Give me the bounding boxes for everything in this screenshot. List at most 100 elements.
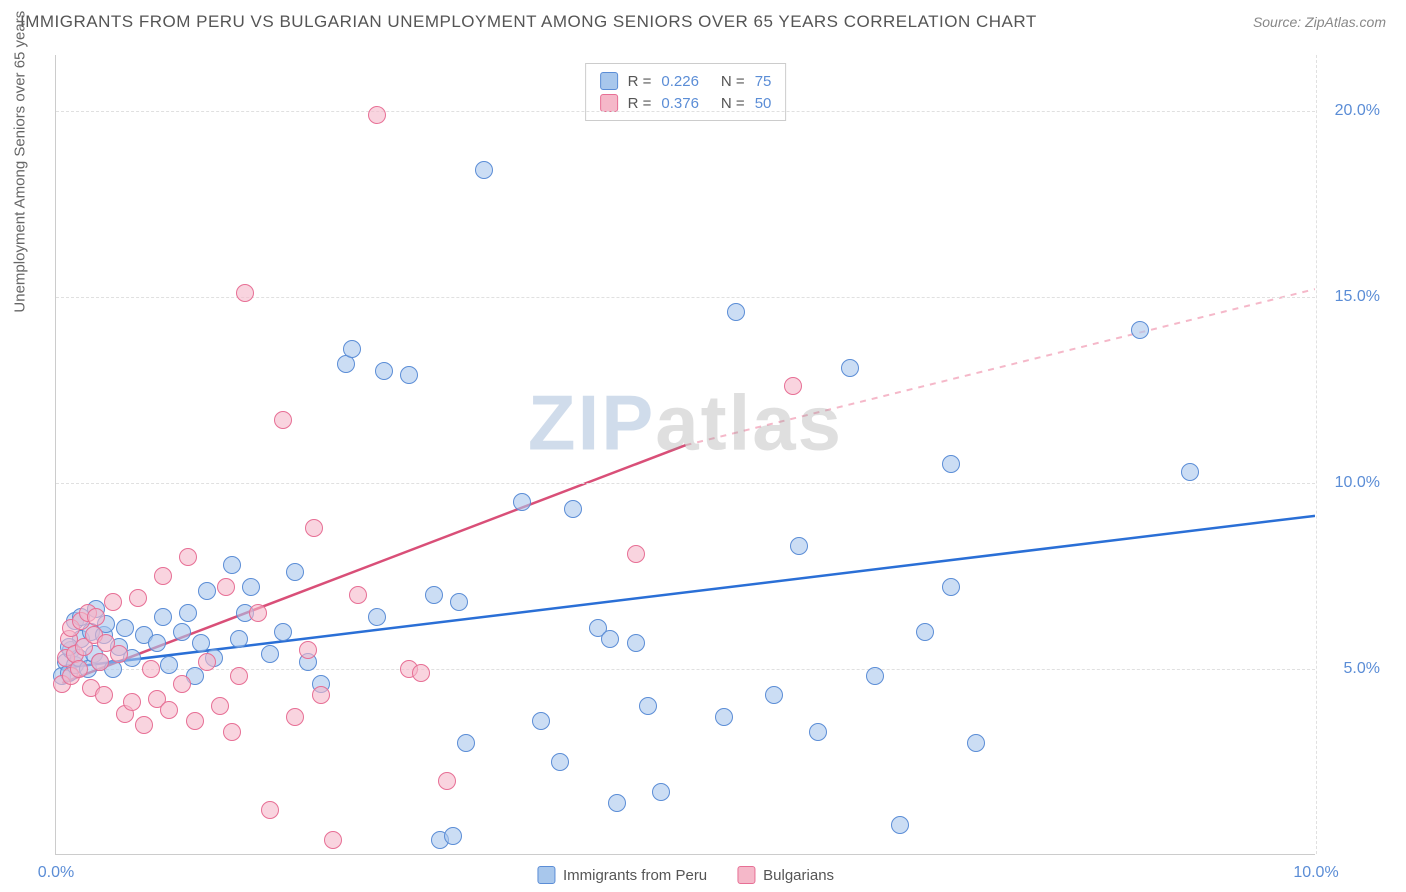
marker-bulgarians	[135, 716, 153, 734]
marker-peru	[173, 623, 191, 641]
marker-peru	[192, 634, 210, 652]
marker-peru	[475, 161, 493, 179]
legend-swatch	[600, 72, 618, 90]
legend-r-label: R =	[628, 73, 652, 90]
marker-bulgarians	[274, 411, 292, 429]
y-tick-label: 5.0%	[1344, 660, 1380, 678]
marker-peru	[286, 563, 304, 581]
marker-peru	[223, 556, 241, 574]
source-attribution: Source: ZipAtlas.com	[1253, 14, 1386, 30]
legend-series-label: Bulgarians	[763, 867, 834, 884]
marker-bulgarians	[110, 645, 128, 663]
marker-peru	[627, 634, 645, 652]
chart-title: IMMIGRANTS FROM PERU VS BULGARIAN UNEMPL…	[20, 12, 1037, 32]
legend-n-label: N =	[721, 95, 745, 112]
legend-n-value: 75	[755, 73, 772, 90]
legend-bottom-item: Immigrants from Peru	[537, 866, 707, 884]
trend-lines-svg	[56, 55, 1315, 854]
marker-bulgarians	[142, 660, 160, 678]
legend-swatch	[600, 94, 618, 112]
marker-peru	[916, 623, 934, 641]
marker-peru	[343, 340, 361, 358]
marker-peru	[564, 500, 582, 518]
marker-bulgarians	[129, 589, 147, 607]
marker-peru	[261, 645, 279, 663]
marker-peru	[891, 816, 909, 834]
marker-peru	[368, 608, 386, 626]
marker-peru	[450, 593, 468, 611]
chart-container: Unemployment Among Seniors over 65 years…	[55, 55, 1385, 855]
marker-bulgarians	[312, 686, 330, 704]
marker-bulgarians	[179, 548, 197, 566]
marker-bulgarians	[217, 578, 235, 596]
legend-swatch	[737, 866, 755, 884]
marker-peru	[551, 753, 569, 771]
marker-peru	[942, 455, 960, 473]
marker-peru	[425, 586, 443, 604]
legend-n-label: N =	[721, 73, 745, 90]
marker-peru	[715, 708, 733, 726]
marker-bulgarians	[368, 106, 386, 124]
marker-peru	[967, 734, 985, 752]
marker-peru	[116, 619, 134, 637]
legend-bottom: Immigrants from Peru Bulgarians	[537, 866, 834, 884]
marker-bulgarians	[154, 567, 172, 585]
marker-bulgarians	[412, 664, 430, 682]
marker-peru	[274, 623, 292, 641]
legend-r-value: 0.226	[661, 73, 699, 90]
marker-peru	[400, 366, 418, 384]
legend-r-value: 0.376	[661, 95, 699, 112]
marker-bulgarians	[160, 701, 178, 719]
marker-bulgarians	[299, 641, 317, 659]
marker-peru	[148, 634, 166, 652]
marker-bulgarians	[211, 697, 229, 715]
marker-bulgarians	[186, 712, 204, 730]
marker-bulgarians	[70, 660, 88, 678]
marker-peru	[639, 697, 657, 715]
marker-peru	[242, 578, 260, 596]
marker-peru	[809, 723, 827, 741]
marker-peru	[765, 686, 783, 704]
legend-n-value: 50	[755, 95, 772, 112]
trend-line	[686, 289, 1316, 445]
legend-top-row: R = 0.226 N = 75	[600, 70, 772, 92]
marker-peru	[942, 578, 960, 596]
marker-bulgarians	[123, 693, 141, 711]
marker-peru	[608, 794, 626, 812]
marker-peru	[198, 582, 216, 600]
marker-bulgarians	[87, 608, 105, 626]
marker-bulgarians	[261, 801, 279, 819]
marker-bulgarians	[349, 586, 367, 604]
marker-peru	[727, 303, 745, 321]
marker-peru	[457, 734, 475, 752]
marker-bulgarians	[230, 667, 248, 685]
watermark-part2: atlas	[655, 378, 843, 466]
marker-bulgarians	[286, 708, 304, 726]
marker-peru	[513, 493, 531, 511]
x-tick-label: 10.0%	[1293, 864, 1338, 882]
marker-peru	[866, 667, 884, 685]
marker-bulgarians	[223, 723, 241, 741]
legend-r-label: R =	[628, 95, 652, 112]
marker-bulgarians	[91, 653, 109, 671]
y-axis-title: Unemployment Among Seniors over 65 years	[12, 11, 29, 313]
marker-peru	[532, 712, 550, 730]
legend-top: R = 0.226 N = 75 R = 0.376 N = 50	[585, 63, 787, 121]
marker-bulgarians	[95, 686, 113, 704]
y-tick-label: 20.0%	[1335, 102, 1380, 120]
watermark-part1: ZIP	[528, 378, 655, 466]
legend-swatch	[537, 866, 555, 884]
legend-series-label: Immigrants from Peru	[563, 867, 707, 884]
marker-peru	[652, 783, 670, 801]
marker-peru	[1181, 463, 1199, 481]
marker-peru	[160, 656, 178, 674]
marker-bulgarians	[438, 772, 456, 790]
marker-peru	[841, 359, 859, 377]
gridline-h	[56, 483, 1315, 484]
marker-bulgarians	[305, 519, 323, 537]
marker-peru	[601, 630, 619, 648]
marker-peru	[790, 537, 808, 555]
marker-peru	[154, 608, 172, 626]
marker-peru	[230, 630, 248, 648]
marker-peru	[179, 604, 197, 622]
